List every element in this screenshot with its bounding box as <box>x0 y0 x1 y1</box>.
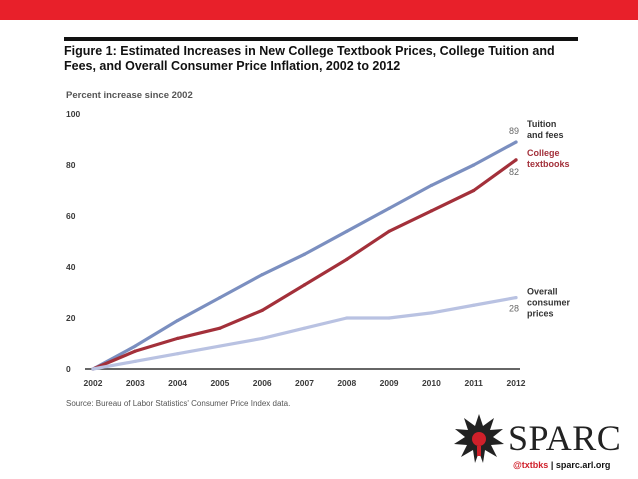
data-point-overall-consumer-prices <box>429 311 433 315</box>
x-tick-label: 2005 <box>210 378 229 388</box>
y-tick-label: 40 <box>66 262 76 272</box>
y-tick-label: 0 <box>66 364 71 374</box>
data-point-overall-consumer-prices <box>387 316 391 320</box>
data-point-college-textbooks <box>514 158 518 162</box>
top-accent-bar <box>0 0 638 20</box>
data-point-tuition-and-fees <box>472 163 476 167</box>
data-point-tuition-and-fees <box>260 273 264 277</box>
x-tick-label: 2007 <box>295 378 314 388</box>
logo-wordmark: SPARC <box>508 418 622 458</box>
data-point-college-textbooks <box>176 336 180 340</box>
data-point-tuition-and-fees <box>514 140 518 144</box>
series-label-overall-consumer-prices: Overall <box>527 287 558 297</box>
series-label-college-textbooks: textbooks <box>527 159 570 169</box>
data-point-college-textbooks <box>133 349 137 353</box>
data-point-tuition-and-fees <box>387 206 391 210</box>
data-point-college-textbooks <box>260 308 264 312</box>
data-point-college-textbooks <box>302 283 307 287</box>
data-point-tuition-and-fees <box>218 296 222 300</box>
data-point-college-textbooks <box>429 209 433 213</box>
x-tick-label: 2002 <box>84 378 103 388</box>
twitter-handle[interactable]: @txtbks <box>513 460 549 470</box>
y-tick-label: 80 <box>66 160 76 170</box>
end-value-label-college-textbooks: 82 <box>509 167 519 177</box>
data-point-tuition-and-fees <box>345 229 349 233</box>
title-rule <box>64 37 578 41</box>
y-tick-label: 20 <box>66 313 76 323</box>
footer-links: @txtbks | sparc.arl.org <box>513 460 610 470</box>
end-value-label-overall-consumer-prices: 28 <box>509 304 519 314</box>
data-point-tuition-and-fees <box>429 183 433 187</box>
data-point-overall-consumer-prices <box>514 296 518 300</box>
footer-separator: | <box>550 460 554 470</box>
end-value-label-tuition-and-fees: 89 <box>509 126 519 136</box>
data-point-college-textbooks <box>218 326 222 330</box>
data-point-tuition-and-fees <box>133 344 137 348</box>
data-point-overall-consumer-prices <box>345 316 349 320</box>
data-point-college-textbooks <box>387 229 391 233</box>
series-label-tuition-and-fees: Tuition <box>527 119 556 129</box>
series-label-tuition-and-fees: and fees <box>527 130 564 140</box>
site-link[interactable]: sparc.arl.org <box>555 460 611 470</box>
data-point-overall-consumer-prices <box>302 326 307 330</box>
data-point-overall-consumer-prices <box>133 359 137 363</box>
x-tick-label: 2004 <box>168 378 187 388</box>
data-point-overall-consumer-prices <box>91 367 95 371</box>
series-label-overall-consumer-prices: consumer <box>527 298 571 308</box>
data-point-tuition-and-fees <box>302 252 307 256</box>
data-point-college-textbooks <box>345 257 349 261</box>
data-point-college-textbooks <box>472 188 476 193</box>
data-point-overall-consumer-prices <box>260 336 264 340</box>
x-tick-label: 2011 <box>464 378 483 388</box>
y-tick-label: 100 <box>66 109 80 119</box>
sparc-logo-icon <box>454 414 504 463</box>
y-axis-title: Percent increase since 2002 <box>66 90 193 101</box>
data-point-overall-consumer-prices <box>472 303 476 307</box>
y-tick-label: 60 <box>66 211 76 221</box>
x-tick-label: 2008 <box>337 378 356 388</box>
x-tick-label: 2003 <box>126 378 145 388</box>
data-point-tuition-and-fees <box>176 318 180 323</box>
series-label-college-textbooks: College <box>527 148 560 158</box>
series-label-overall-consumer-prices: prices <box>527 309 554 319</box>
figure-title: Figure 1: Estimated Increases in New Col… <box>64 44 555 73</box>
series-line-college-textbooks <box>91 158 518 371</box>
source-note: Source: Bureau of Labor Statistics' Cons… <box>66 399 291 408</box>
data-point-overall-consumer-prices <box>218 344 222 348</box>
data-point-overall-consumer-prices <box>176 352 180 356</box>
x-tick-label: 2010 <box>422 378 441 388</box>
x-tick-label: 2012 <box>507 378 526 388</box>
x-tick-label: 2009 <box>380 378 399 388</box>
x-tick-label: 2006 <box>253 378 272 388</box>
